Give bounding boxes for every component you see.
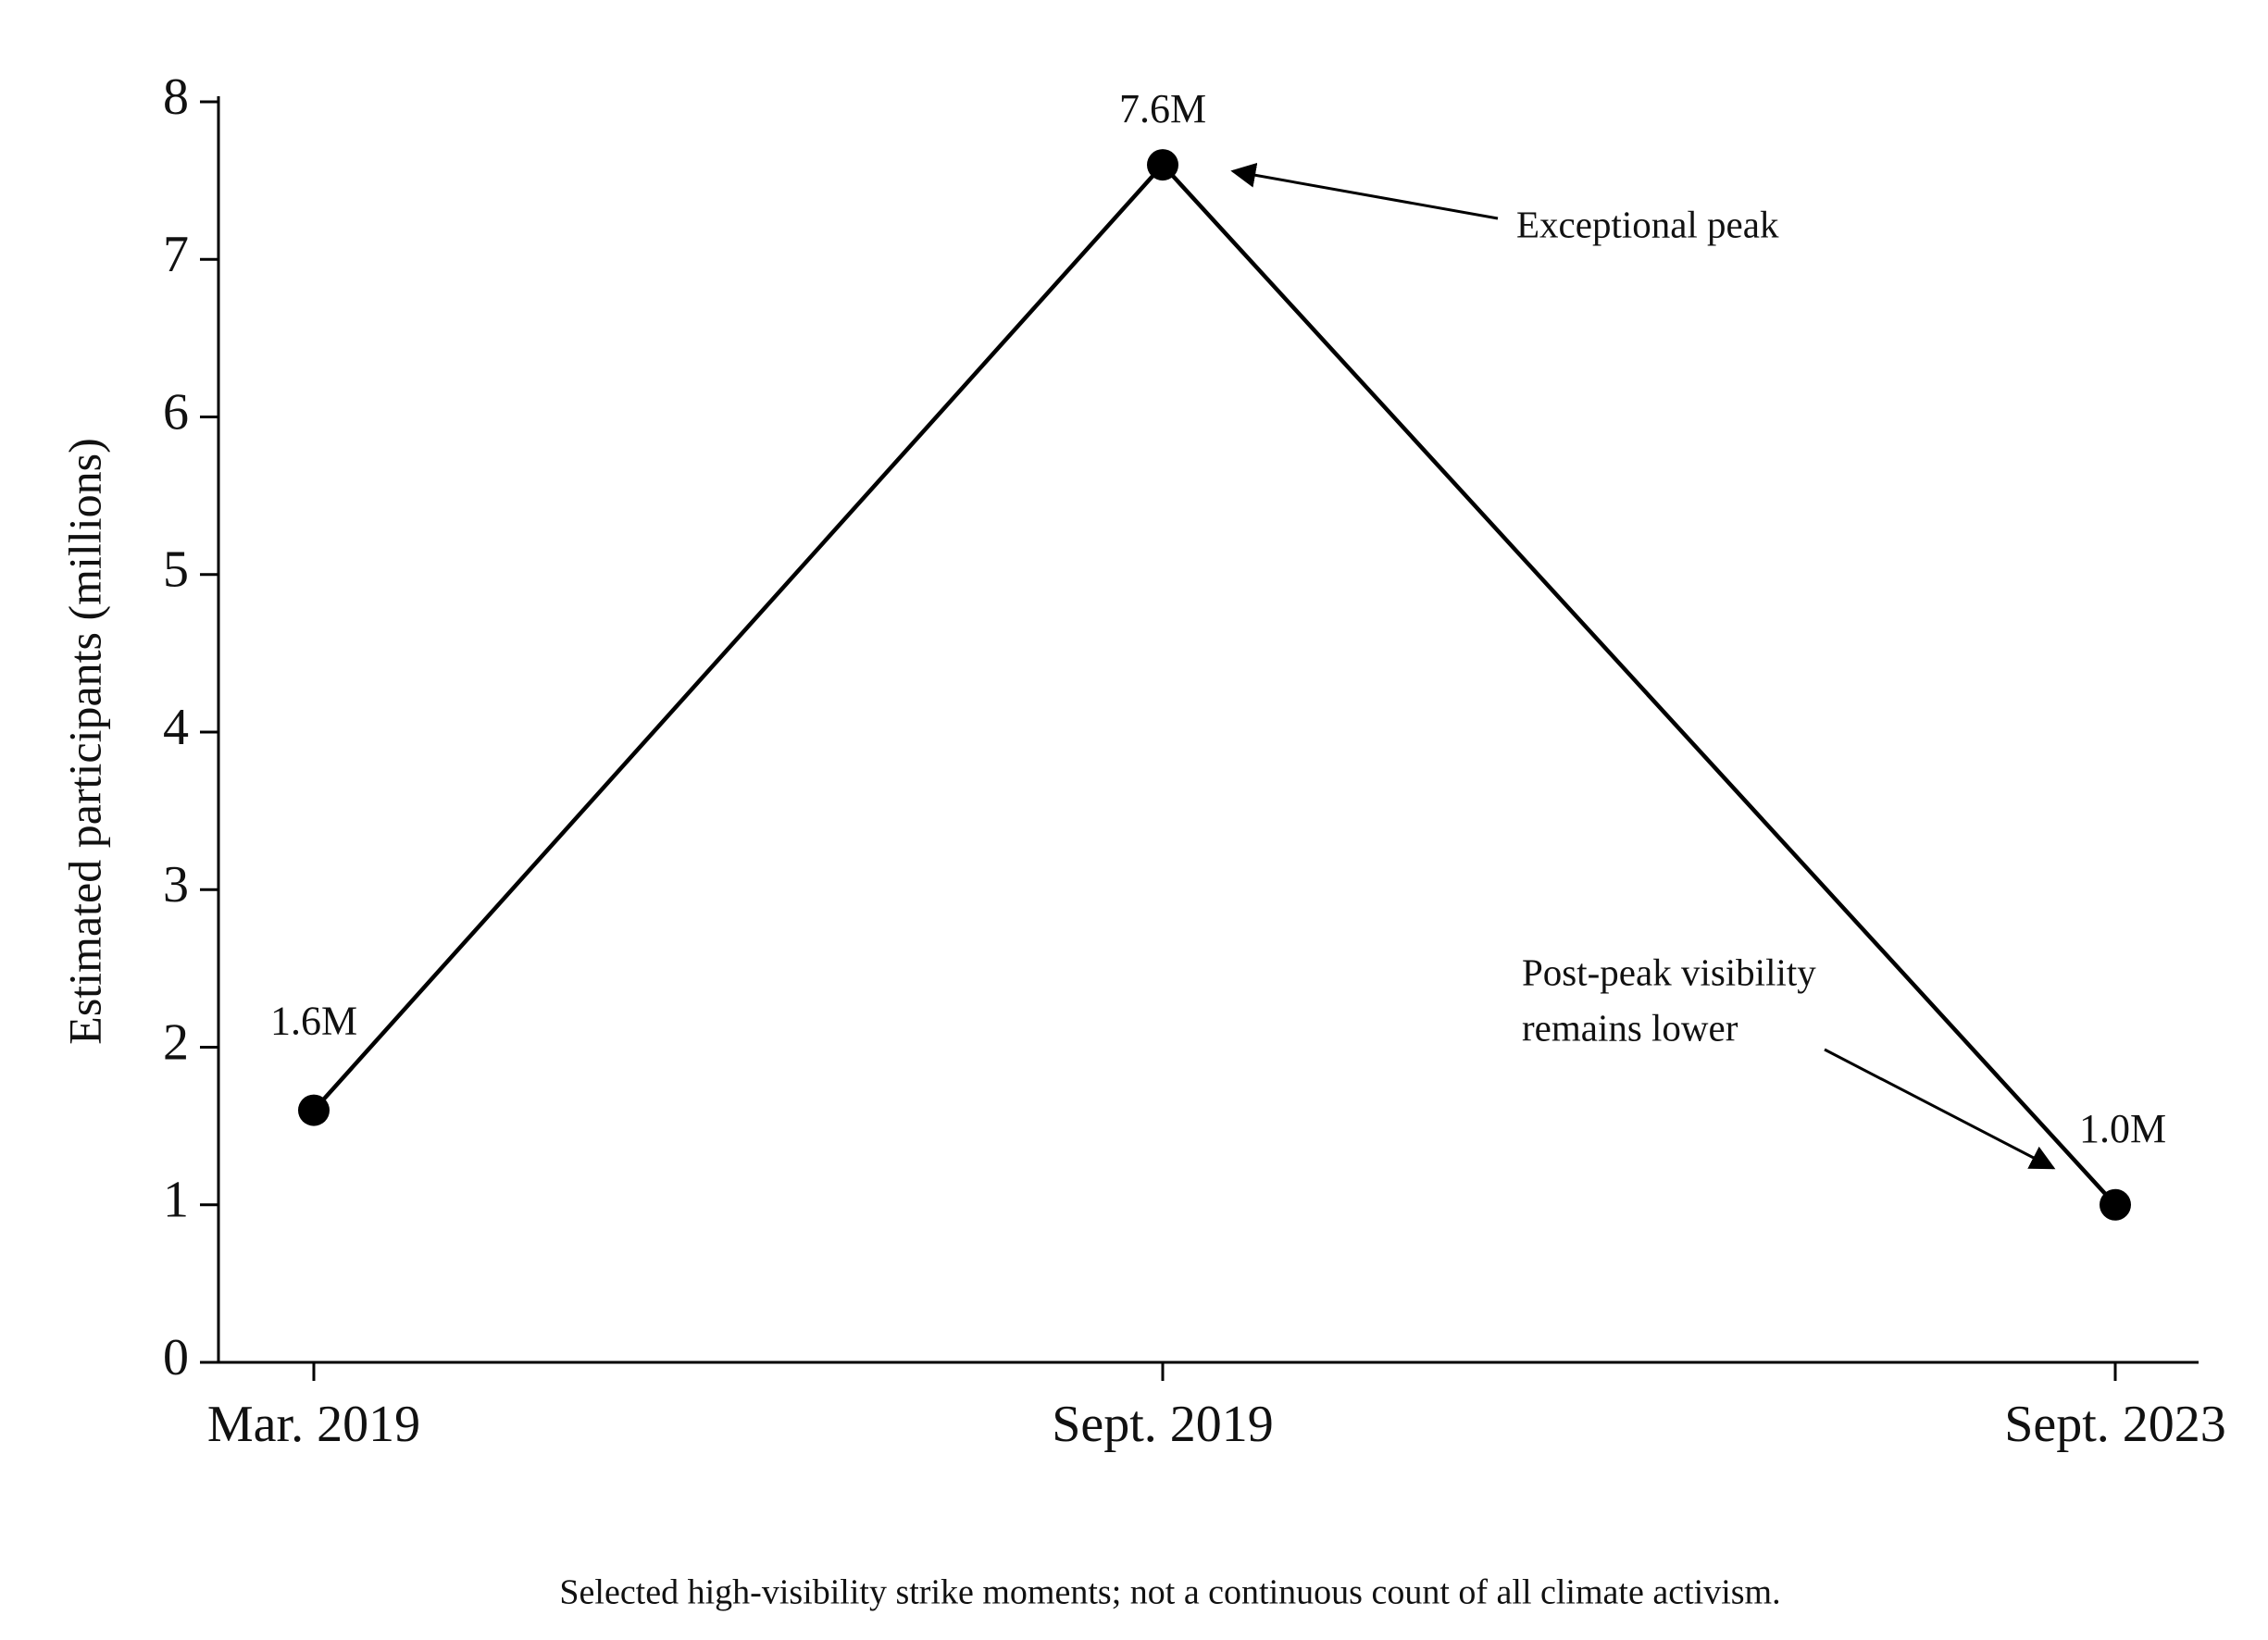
data-point <box>2100 1188 2131 1221</box>
y-tick-label: 2 <box>163 1013 189 1071</box>
chart-note: Selected high-visibility strike moments;… <box>559 1573 1780 1612</box>
y-tick-label: 4 <box>163 699 189 756</box>
y-tick-label: 5 <box>163 541 189 599</box>
y-tick-label: 6 <box>163 383 189 441</box>
series-line <box>312 161 2117 1207</box>
x-tick-label: Sept. 2019 <box>1052 1396 1274 1453</box>
annotation: Exceptional peak <box>1516 203 1779 245</box>
data-label: 7.6M <box>1119 86 1206 131</box>
annotation: Post-peak visibility <box>1522 950 1816 993</box>
y-tick-label: 0 <box>163 1329 189 1386</box>
annotation: remains lower <box>1522 1006 1738 1049</box>
x-tick-label: Sept. 2023 <box>2004 1396 2226 1453</box>
y-tick-label: 7 <box>163 226 189 283</box>
data-label: 1.6M <box>270 999 357 1044</box>
y-tick-label: 3 <box>163 856 189 913</box>
y-tick-label: 8 <box>163 68 189 126</box>
annotation-arrow <box>1824 1048 2056 1170</box>
data-point <box>1147 149 1178 181</box>
data-point <box>298 1094 330 1126</box>
data-label: 1.0M <box>2079 1106 2166 1151</box>
y-axis-title: Estimated participants (millions) <box>58 438 110 1044</box>
y-tick-label: 1 <box>163 1172 189 1229</box>
annotation-arrow <box>1230 162 1499 220</box>
x-tick-label: Mar. 2019 <box>207 1396 420 1453</box>
